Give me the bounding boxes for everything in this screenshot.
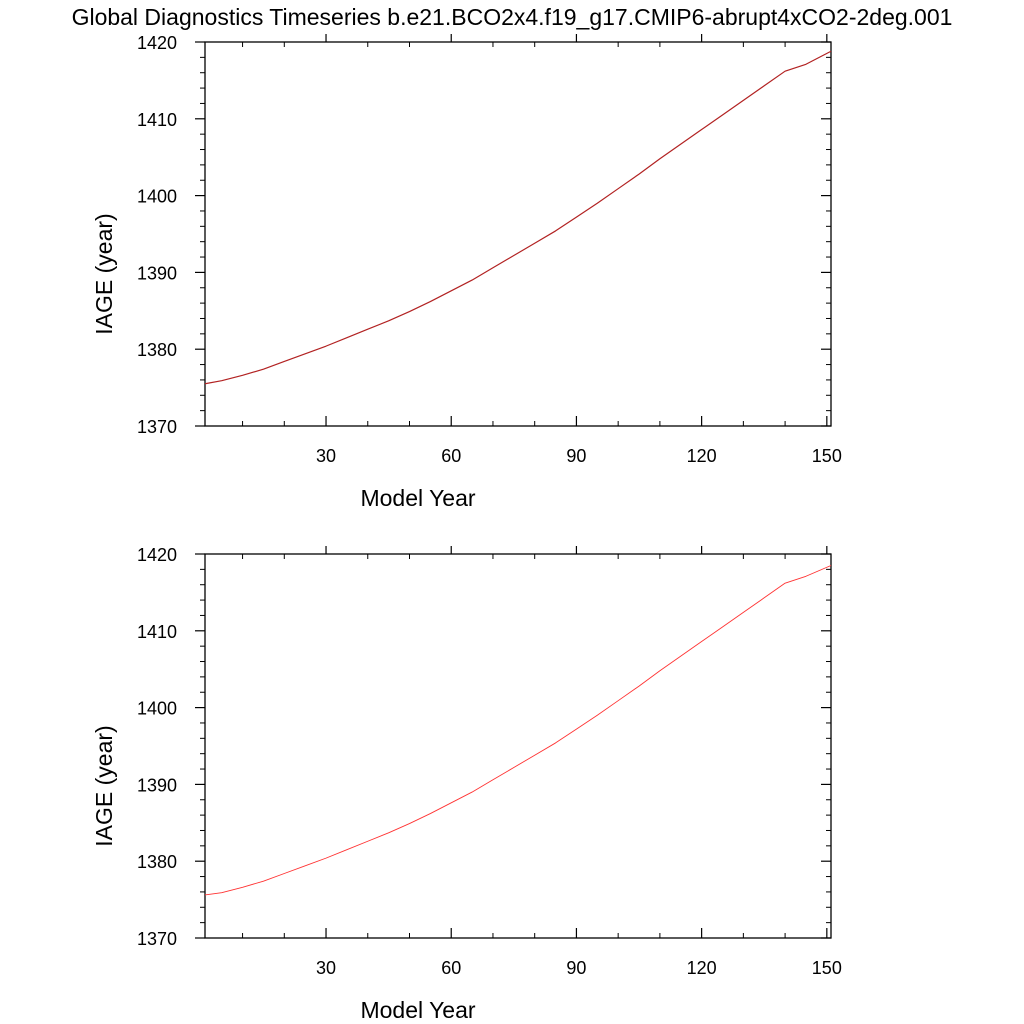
chart-1-x-tick-label: 150 — [812, 958, 842, 978]
chart-top: 30 60 90 120 150 1370 1380 1390 1400 1410 1420 Mode… — [91, 33, 842, 511]
chart-1-y-tick-label: 1370 — [137, 929, 177, 949]
chart-1-x-axis-label: Model Year — [360, 997, 475, 1023]
chart-0-y-tick-label: 1370 — [137, 417, 177, 437]
chart-bottom: 30 60 90 120 150 1370 1380 1390 1400 1410 1420 Mode… — [91, 545, 842, 1023]
chart-0-x-axis-label: Model Year — [360, 485, 475, 511]
chart-0-y-tick-label: 1380 — [137, 340, 177, 360]
chart-0-y-tick-label: 1400 — [137, 187, 177, 207]
chart-0-y-axis-label: IAGE (year) — [91, 213, 117, 334]
chart-0-x-tick-label: 30 — [316, 446, 336, 466]
chart-0-series-line-0 — [204, 50, 832, 385]
chart-1-x-tick-label: 120 — [687, 958, 717, 978]
chart-0-y-tick-label: 1390 — [137, 263, 177, 283]
chart-1-plot-frame — [204, 553, 832, 939]
chart-1-y-axis-label: IAGE (year) — [91, 725, 117, 846]
chart-1-y-tick-label: 1380 — [137, 852, 177, 872]
figure-title: Global Diagnostics Timeseries b.e21.BCO2… — [72, 4, 953, 30]
chart-0-plot-frame — [204, 41, 832, 427]
chart-0-y-tick-label: 1410 — [137, 110, 177, 130]
chart-1-y-tick-label: 1420 — [137, 545, 177, 565]
chart-0-y-tick-label: 1420 — [137, 33, 177, 53]
chart-1-y-tick-label: 1400 — [137, 699, 177, 719]
chart-1-y-tick-label: 1410 — [137, 622, 177, 642]
chart-0-x-tick-label: 120 — [687, 446, 717, 466]
chart-1-y-tick-label: 1390 — [137, 775, 177, 795]
chart-1-x-tick-label: 90 — [566, 958, 586, 978]
chart-1-series-line-0 — [204, 565, 832, 896]
chart-0-x-tick-label: 60 — [441, 446, 461, 466]
chart-0-x-tick-label: 150 — [812, 446, 842, 466]
chart-0-x-tick-label: 90 — [566, 446, 586, 466]
chart-1-x-tick-label: 30 — [316, 958, 336, 978]
chart-1-x-tick-label: 60 — [441, 958, 461, 978]
